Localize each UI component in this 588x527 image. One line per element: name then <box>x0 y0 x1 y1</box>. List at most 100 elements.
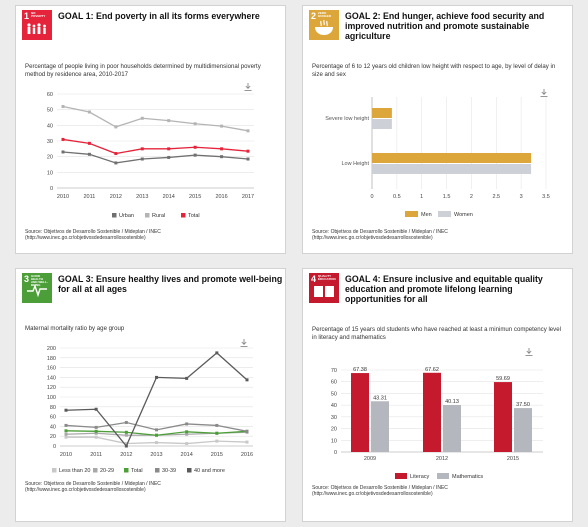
goal3-source-line-2[interactable]: (http://www.inec.go.cr/objetivosdedesarr… <box>25 487 146 493</box>
y-tick-label: 40 <box>47 123 53 129</box>
x-tick-label: 3 <box>520 194 523 200</box>
legend-swatch <box>93 468 98 473</box>
data-label: 43.31 <box>373 395 387 401</box>
series-line-rural <box>62 105 249 132</box>
goal3-title: GOAL 3: Ensure healthy lives and promote… <box>58 274 283 294</box>
bar-men <box>372 108 392 118</box>
legend-label: Men <box>421 212 432 218</box>
goal1-title: GOAL 1: End poverty in all its forms eve… <box>58 11 260 21</box>
data-point <box>220 155 224 159</box>
x-tick-label: 2011 <box>90 452 102 458</box>
x-tick-label: 2012 <box>436 456 448 462</box>
y-tick-label: 0 <box>50 186 53 192</box>
education-bar-chart: 0 10 20 30 40 50 60 70 2009 67.38 43.31 2012 67.62 40… <box>331 367 543 480</box>
goal4-source-line-1: Source: Objetivos de Desarrollo Sostenib… <box>312 485 448 491</box>
download-icon[interactable] <box>243 82 253 92</box>
goal2-subtitle: Percentage of 6 to 12 years old children… <box>312 63 556 78</box>
goal1-source-line-1: Source: Objetivos de Desarrollo Sostenib… <box>25 229 161 235</box>
x-tick-label: 3.5 <box>542 194 550 200</box>
goal1-source-line-2[interactable]: (http://www.inec.go.cr/objetivosdedesarr… <box>25 235 146 241</box>
goal1-badge-text: NO POVERTY <box>31 11 46 18</box>
data-point <box>114 152 118 156</box>
x-tick-label: 2011 <box>84 194 96 200</box>
x-tick-label: 2010 <box>60 452 72 458</box>
goal3-subtitle: Maternal mortality ratio by age group <box>25 325 125 332</box>
data-point <box>124 442 128 446</box>
bar-mathematics <box>371 401 389 452</box>
y-tick-label: 30 <box>331 415 337 421</box>
y-tick-label: 50 <box>331 391 337 397</box>
legend-label: Rural <box>152 213 165 219</box>
data-point <box>124 433 128 437</box>
goal1-source: Source: Objetivos de Desarrollo Sostenib… <box>25 229 280 241</box>
legend-label: 20-29 <box>100 468 114 474</box>
goal2-source-line-1: Source: Objetivos de Desarrollo Sostenib… <box>312 229 448 235</box>
book-icon <box>314 285 334 298</box>
bar-literacy <box>423 372 441 452</box>
goal4-source-line-2[interactable]: (http://www.inec.go.cr/objetivosdedesarr… <box>312 491 433 497</box>
data-point <box>220 147 224 151</box>
data-point <box>124 420 128 424</box>
data-point <box>64 432 68 436</box>
goal1-card: 1 NO POVERTY GOAL 1: End poverty in all … <box>15 5 286 254</box>
legend-swatch <box>52 468 57 473</box>
y-tick-label: 40 <box>50 424 56 430</box>
legend-swatch <box>155 468 160 473</box>
data-point <box>185 432 189 436</box>
data-point <box>140 147 144 151</box>
legend-swatch <box>405 211 418 217</box>
data-point <box>87 110 91 114</box>
x-tick-label: 2009 <box>364 456 376 462</box>
legend-label: Total <box>131 468 143 474</box>
goal1-subtitle: Percentage of people living in poor hous… <box>25 63 261 78</box>
download-icon[interactable] <box>239 338 249 348</box>
data-point <box>94 435 98 439</box>
bar-men <box>372 153 532 163</box>
x-tick-label: 1.5 <box>443 194 451 200</box>
bar-women <box>372 164 532 174</box>
data-point <box>124 430 128 434</box>
x-tick-label: 2014 <box>163 194 175 200</box>
poverty-line-chart: 0 10 20 30 40 50 60 2010 2011 2012 2013 2014 2015 201… <box>47 92 254 219</box>
legend-label: Urban <box>119 213 134 219</box>
data-point <box>64 435 68 439</box>
y-tick-label: 40 <box>331 403 337 409</box>
x-tick-label: 2012 <box>120 452 132 458</box>
goal3-source: Source: Objetivos de Desarrollo Sostenib… <box>25 481 280 493</box>
data-point <box>167 147 171 151</box>
data-point <box>185 376 189 380</box>
goal4-badge-text: QUALITY EDUCATION <box>318 274 336 281</box>
goal2-source: Source: Objetivos de Desarrollo Sostenib… <box>312 229 567 241</box>
data-point <box>193 145 197 149</box>
data-label: 37.50 <box>516 402 530 408</box>
y-tick-label: 60 <box>50 415 56 421</box>
legend-swatch <box>145 213 150 218</box>
y-tick-label: 20 <box>331 427 337 433</box>
legend-swatch <box>438 211 451 217</box>
data-point <box>155 428 158 432</box>
bowl-icon <box>315 19 333 35</box>
series-line-total <box>62 138 249 155</box>
x-tick-label: 2012 <box>110 194 122 200</box>
legend-label: Less than 20 <box>59 468 91 474</box>
series-line-urban <box>62 151 249 164</box>
y-tick-label: 140 <box>47 375 56 381</box>
data-point <box>94 431 98 435</box>
bar-women <box>372 119 392 129</box>
y-tick-label: 70 <box>331 368 337 374</box>
download-icon[interactable] <box>524 347 534 357</box>
series-line-40-and-more <box>65 352 248 448</box>
data-point <box>215 431 219 435</box>
legend-swatch <box>181 213 186 218</box>
x-tick-label: 2013 <box>150 452 162 458</box>
download-icon[interactable] <box>539 88 549 98</box>
goal2-source-line-2[interactable]: (http://www.inec.go.cr/objetivosdedesarr… <box>312 235 433 241</box>
data-point <box>114 125 118 129</box>
data-point <box>185 422 189 426</box>
heartbeat-icon <box>27 283 47 298</box>
y-tick-label: 20 <box>50 434 56 440</box>
y-tick-label: 10 <box>47 170 53 176</box>
x-tick-label: 2017 <box>242 194 254 200</box>
data-point <box>246 157 250 161</box>
data-label: 67.62 <box>425 367 439 373</box>
